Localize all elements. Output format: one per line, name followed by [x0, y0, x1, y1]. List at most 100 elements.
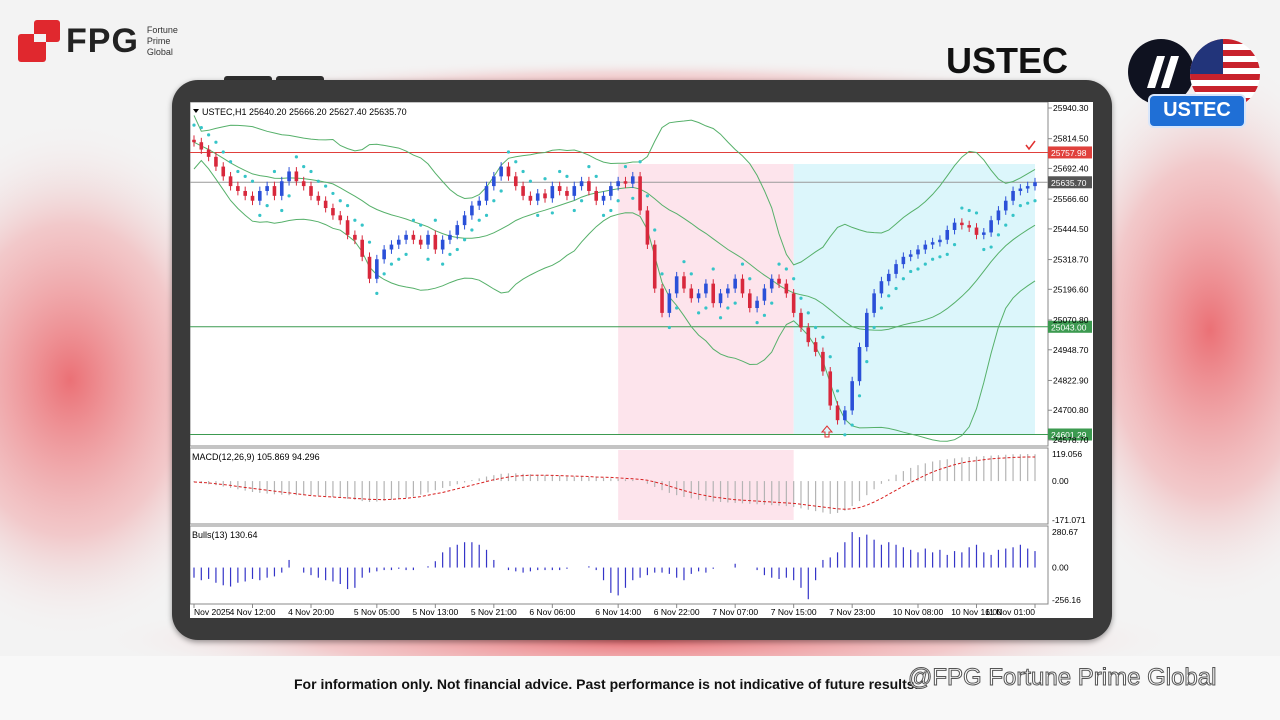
- candle-body: [206, 149, 211, 157]
- candle-body: [557, 186, 562, 191]
- sar-dot: [806, 311, 810, 315]
- macd-tick-label: 119.056: [1052, 449, 1082, 459]
- candle-body: [682, 276, 686, 289]
- price-level-label: 25635.70: [1051, 178, 1087, 188]
- checkmark-icon: [1025, 140, 1036, 151]
- sar-dot: [550, 211, 554, 215]
- sar-dot: [528, 179, 532, 183]
- price-level-tag: [1048, 320, 1092, 333]
- x-tick-label: 6 Nov 22:00: [654, 607, 700, 617]
- sar-dot: [499, 189, 503, 193]
- candle-body: [609, 186, 613, 196]
- x-tick-label: 10 Nov 08:00: [893, 607, 944, 617]
- sar-dot: [872, 325, 876, 330]
- price-level-tag: [1048, 146, 1092, 159]
- sar-dot: [645, 194, 650, 198]
- bulls-tick-label: 280.67: [1052, 527, 1078, 537]
- brand-sub-line: Prime: [146, 35, 171, 46]
- candle-body: [989, 220, 993, 233]
- sar-dot: [784, 267, 788, 271]
- candle-body: [594, 190, 599, 201]
- brand-sub-line: Fortune: [146, 24, 178, 35]
- sar-dot: [441, 262, 445, 266]
- header-triangle-icon: [193, 109, 199, 113]
- y-tick-label: 25814.50: [1053, 134, 1089, 144]
- candle-body: [287, 171, 291, 182]
- candle-body: [901, 256, 906, 265]
- sar-dot: [287, 194, 291, 198]
- sar-dot: [718, 316, 723, 320]
- sar-dot: [250, 179, 255, 183]
- sar-dot: [594, 174, 598, 178]
- sar-dot: [433, 218, 437, 222]
- candle-body: [499, 166, 503, 177]
- highlight-zone: [618, 164, 794, 434]
- candle-body: [214, 156, 218, 167]
- x-tick-label: 6 Nov 14:00: [595, 607, 641, 617]
- sar-dot: [367, 240, 372, 244]
- sar-dot: [536, 213, 540, 217]
- sar-dot: [799, 296, 803, 300]
- brand-sub-line: Global: [146, 46, 173, 57]
- candle-body: [360, 239, 364, 257]
- candle-body: [228, 176, 233, 187]
- candle-body: [199, 142, 204, 150]
- sar-dot: [923, 262, 927, 266]
- candle-body: [828, 371, 833, 406]
- x-tick-label: 5 Nov 21:00: [471, 607, 517, 617]
- candle-body: [192, 139, 196, 143]
- candle-body: [974, 227, 979, 235]
- highlight-zone: [793, 164, 1035, 434]
- x-tick-label: 4 Nov 12:00: [230, 607, 276, 617]
- candle-body: [696, 293, 701, 299]
- sar-dot: [558, 169, 562, 174]
- sar-dot: [1018, 204, 1022, 208]
- sar-dot: [397, 257, 401, 261]
- x-tick-label: Nov 2025: [194, 607, 231, 617]
- candle-body: [857, 347, 862, 382]
- candle-body: [587, 181, 591, 191]
- sar-dot: [228, 160, 233, 164]
- macd-panel-header: MACD(12,26,9) 105.869 94.296: [192, 452, 320, 462]
- candle-body: [674, 276, 679, 294]
- sar-dot: [865, 360, 869, 364]
- sar-dot: [302, 164, 306, 169]
- candle-body: [623, 181, 628, 184]
- sar-dot: [916, 267, 920, 271]
- candle-body: [1018, 188, 1023, 191]
- sar-dot: [982, 247, 986, 252]
- candle-body: [843, 410, 847, 421]
- sar-dot: [506, 150, 511, 154]
- sar-dot: [514, 160, 518, 164]
- price-level-tag: [1048, 428, 1092, 441]
- candle-body: [221, 166, 226, 177]
- sar-dot: [748, 277, 752, 281]
- sar-dot: [1011, 213, 1015, 217]
- sar-dot: [762, 313, 767, 317]
- candle-body: [331, 208, 335, 216]
- sar-dot: [996, 233, 1001, 237]
- bollinger-middle-band: [193, 141, 1036, 331]
- y-tick-label: 25070.80: [1053, 315, 1089, 325]
- tablet-button: [224, 76, 272, 81]
- sar-dot: [404, 252, 408, 256]
- candle-body: [916, 249, 920, 255]
- candle-body: [967, 225, 971, 228]
- sar-dot: [360, 223, 364, 227]
- sar-dot: [477, 218, 481, 222]
- candle-body: [294, 171, 299, 182]
- sar-dot: [199, 125, 203, 130]
- bulls-panel-header: Bulls(13) 130.64: [192, 530, 258, 540]
- chart-svg: 25757.98 25635.70 25043.00 24601.29 25940.3…: [189, 101, 1092, 617]
- x-tick-label: 11 Nov 01:00: [985, 607, 1035, 617]
- sar-dot: [214, 140, 218, 144]
- x-tick-label: 5 Nov 13:00: [412, 607, 458, 617]
- sar-dot: [974, 211, 979, 215]
- bulls-tick-label: -256.16: [1052, 595, 1081, 605]
- sar-dot: [426, 257, 430, 261]
- candle-body: [1011, 190, 1015, 201]
- x-tick-label: 7 Nov 23:00: [829, 607, 875, 617]
- sar-dot: [221, 150, 225, 154]
- candle-body: [572, 186, 577, 196]
- sar-dot: [894, 286, 898, 291]
